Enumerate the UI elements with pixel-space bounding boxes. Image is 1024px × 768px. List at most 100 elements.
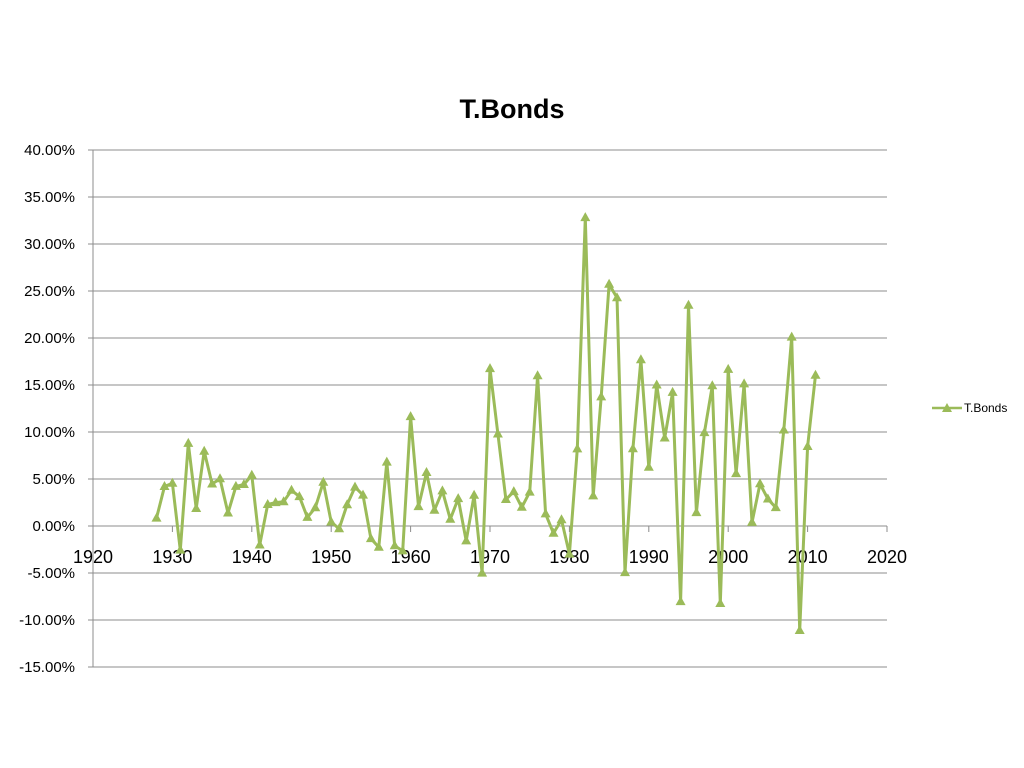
series-t-bonds bbox=[151, 212, 821, 634]
data-point-marker bbox=[786, 331, 797, 341]
data-point-marker bbox=[532, 370, 543, 380]
data-point-marker bbox=[659, 432, 670, 442]
data-point-marker bbox=[405, 411, 416, 421]
data-point-marker bbox=[373, 541, 384, 551]
data-point-marker bbox=[707, 380, 718, 390]
data-point-marker bbox=[453, 493, 464, 503]
data-point-marker bbox=[334, 523, 345, 533]
data-point-marker bbox=[199, 445, 210, 455]
data-point-marker bbox=[350, 481, 360, 491]
data-point-marker bbox=[548, 527, 559, 537]
data-point-marker bbox=[342, 499, 353, 509]
data-point-marker bbox=[485, 363, 495, 373]
y-tick-label: 25.00% bbox=[24, 283, 75, 300]
legend-label: T.Bonds bbox=[964, 401, 1007, 415]
x-tick-label: 1940 bbox=[232, 547, 272, 567]
data-point-marker bbox=[580, 212, 591, 222]
data-point-marker bbox=[151, 512, 162, 522]
data-point-marker bbox=[429, 504, 440, 514]
data-point-marker bbox=[508, 486, 519, 496]
data-point-marker bbox=[207, 478, 218, 488]
data-point-marker bbox=[270, 497, 281, 507]
x-axis-tick-labels: 1920193019401950196019701980199020002010… bbox=[73, 547, 907, 567]
data-point-marker bbox=[755, 478, 765, 488]
y-tick-label: 20.00% bbox=[24, 330, 75, 347]
data-point-marker bbox=[262, 499, 273, 508]
y-tick-label: 10.00% bbox=[24, 424, 75, 441]
data-point-marker bbox=[715, 598, 726, 607]
data-point-marker bbox=[159, 481, 170, 490]
y-tick-label: 15.00% bbox=[24, 377, 75, 394]
data-point-marker bbox=[596, 391, 607, 401]
data-point-marker bbox=[691, 507, 702, 517]
x-tick-label: 1920 bbox=[73, 547, 113, 567]
data-point-marker bbox=[294, 491, 305, 501]
data-point-marker bbox=[604, 278, 615, 288]
data-point-marker bbox=[389, 540, 400, 550]
y-tick-label: 5.00% bbox=[32, 471, 75, 488]
x-tick-label: 1990 bbox=[629, 547, 669, 567]
data-point-marker bbox=[794, 625, 805, 634]
y-tick-label: 0.00% bbox=[32, 518, 75, 535]
data-point-marker bbox=[588, 490, 599, 500]
x-tick-label: 2010 bbox=[788, 547, 828, 567]
data-point-marker bbox=[286, 484, 297, 494]
data-point-marker bbox=[318, 476, 329, 486]
data-point-marker bbox=[667, 386, 678, 396]
data-point-marker bbox=[246, 469, 257, 479]
data-point-marker bbox=[254, 539, 265, 549]
data-point-marker bbox=[358, 489, 368, 499]
data-point-marker bbox=[572, 443, 583, 453]
data-point-marker bbox=[183, 437, 194, 447]
y-tick-label: 30.00% bbox=[24, 236, 75, 253]
data-point-marker bbox=[762, 493, 773, 503]
data-point-marker bbox=[524, 486, 535, 496]
data-point-marker bbox=[556, 514, 567, 524]
x-tick-label: 1970 bbox=[470, 547, 510, 567]
data-point-marker bbox=[643, 461, 654, 471]
data-point-marker bbox=[731, 468, 742, 478]
data-point-marker bbox=[326, 516, 337, 526]
data-point-marker bbox=[675, 596, 686, 606]
y-tick-label: -15.00% bbox=[19, 659, 75, 676]
x-tick-label: 1950 bbox=[311, 547, 351, 567]
data-point-marker bbox=[302, 511, 313, 521]
data-point-marker bbox=[635, 354, 646, 364]
data-point-marker bbox=[215, 473, 225, 483]
data-point-marker bbox=[365, 533, 376, 543]
data-point-marker bbox=[310, 502, 321, 512]
data-point-marker bbox=[500, 494, 511, 503]
data-point-marker bbox=[747, 516, 757, 526]
x-tick-label: 1930 bbox=[152, 547, 192, 567]
data-point-marker bbox=[191, 503, 202, 512]
chart-title: T.Bonds bbox=[460, 94, 565, 124]
data-point-marker bbox=[651, 379, 662, 389]
data-point-marker bbox=[802, 441, 813, 450]
data-point-marker bbox=[739, 378, 750, 388]
y-tick-label: 40.00% bbox=[24, 142, 75, 159]
y-axis-tick-labels: 40.00% 35.00% 30.00% 25.00% 20.00% 15.00% 10.0… bbox=[19, 142, 75, 676]
data-point-marker bbox=[516, 501, 527, 511]
data-point-marker bbox=[461, 535, 472, 545]
data-point-marker bbox=[437, 485, 448, 495]
data-point-marker bbox=[469, 489, 480, 499]
data-point-marker bbox=[627, 443, 638, 453]
x-tick-label: 1960 bbox=[391, 547, 431, 567]
data-point-marker bbox=[564, 548, 575, 558]
data-point-marker bbox=[770, 502, 781, 512]
data-point-marker bbox=[238, 479, 249, 488]
series-line bbox=[155, 216, 817, 632]
legend: T.Bonds bbox=[932, 401, 1007, 415]
data-point-marker bbox=[492, 428, 503, 438]
x-tick-label: 2020 bbox=[867, 547, 907, 567]
data-point-marker bbox=[810, 369, 821, 379]
data-point-marker bbox=[421, 467, 432, 476]
data-point-marker bbox=[723, 363, 734, 373]
data-point-marker bbox=[175, 544, 186, 554]
data-point-marker bbox=[620, 567, 630, 577]
data-point-marker bbox=[413, 501, 424, 511]
data-point-marker bbox=[445, 513, 456, 523]
data-point-marker bbox=[540, 508, 551, 518]
y-tick-label: 35.00% bbox=[24, 189, 75, 206]
